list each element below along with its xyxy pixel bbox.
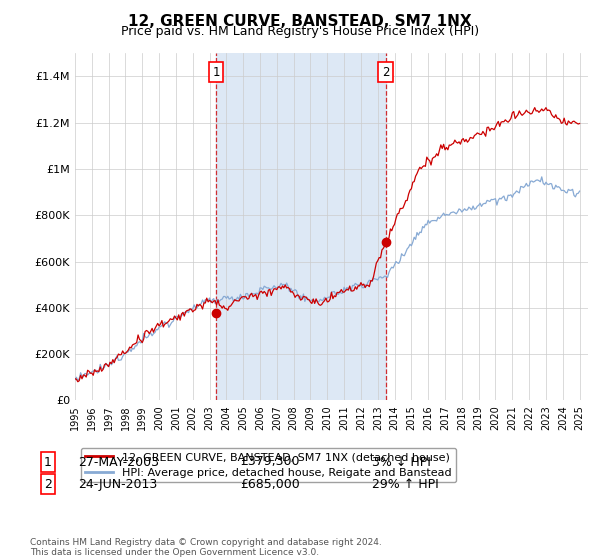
Text: 1: 1 [212, 66, 220, 79]
Text: Price paid vs. HM Land Registry's House Price Index (HPI): Price paid vs. HM Land Registry's House … [121, 25, 479, 38]
Text: £379,300: £379,300 [240, 455, 299, 469]
Text: 12, GREEN CURVE, BANSTEAD, SM7 1NX: 12, GREEN CURVE, BANSTEAD, SM7 1NX [128, 14, 472, 29]
Text: 2: 2 [44, 478, 52, 491]
Text: 29% ↑ HPI: 29% ↑ HPI [372, 478, 439, 491]
Text: 3% ↓ HPI: 3% ↓ HPI [372, 455, 431, 469]
Text: Contains HM Land Registry data © Crown copyright and database right 2024.
This d: Contains HM Land Registry data © Crown c… [30, 538, 382, 557]
Text: 27-MAY-2003: 27-MAY-2003 [78, 455, 159, 469]
Text: 24-JUN-2013: 24-JUN-2013 [78, 478, 157, 491]
Legend: 12, GREEN CURVE, BANSTEAD, SM7 1NX (detached house), HPI: Average price, detache: 12, GREEN CURVE, BANSTEAD, SM7 1NX (deta… [80, 447, 456, 482]
Text: 2: 2 [382, 66, 389, 79]
Text: £685,000: £685,000 [240, 478, 300, 491]
Bar [216, 53, 386, 400]
Text: 1: 1 [44, 455, 52, 469]
